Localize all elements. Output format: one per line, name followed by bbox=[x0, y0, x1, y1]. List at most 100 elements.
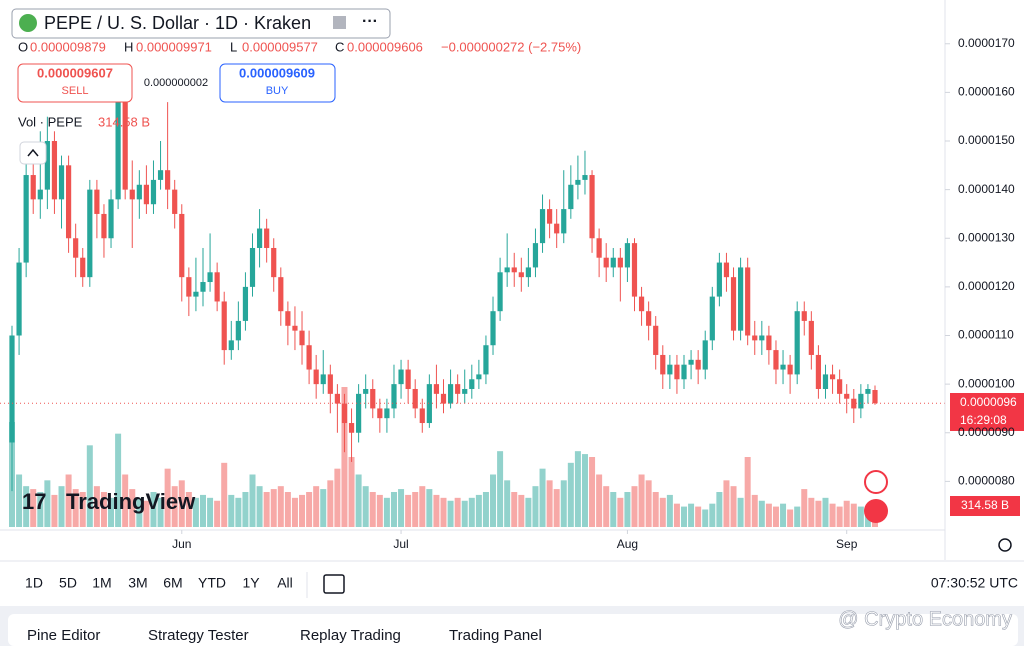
candle-body bbox=[433, 384, 440, 394]
settings-icon[interactable] bbox=[998, 538, 1012, 552]
x-tick-label: Jun bbox=[172, 537, 191, 551]
flag-icon[interactable] bbox=[864, 499, 888, 523]
volume-bar bbox=[772, 506, 779, 527]
candle-body bbox=[313, 369, 319, 385]
candle-body bbox=[525, 267, 531, 278]
volume-bar bbox=[376, 494, 383, 527]
flag-icon[interactable] bbox=[333, 16, 346, 29]
candle-body bbox=[278, 277, 284, 312]
volume-bar bbox=[398, 489, 405, 527]
range-button[interactable]: YTD bbox=[198, 575, 226, 591]
candle-body bbox=[858, 393, 864, 409]
volume-bar bbox=[695, 506, 702, 527]
symbol-title[interactable]: PEPE / U. S. Dollar · 1D · Kraken bbox=[44, 13, 311, 33]
candle-body bbox=[30, 175, 36, 200]
candle-body bbox=[596, 238, 602, 258]
range-button[interactable]: 1D bbox=[25, 575, 43, 591]
volume-bar bbox=[567, 462, 574, 527]
candle-body bbox=[547, 209, 553, 224]
volume-tag bbox=[950, 496, 1020, 516]
volume-bar bbox=[86, 445, 93, 527]
tabs-bar bbox=[8, 614, 1018, 646]
volume-bar bbox=[815, 500, 822, 527]
volume-bar bbox=[37, 492, 44, 527]
range-button[interactable]: 1M bbox=[92, 575, 111, 591]
ohlc-row: O 0.000009879 H 0.000009971 L 0.00000957… bbox=[18, 39, 581, 54]
candle-body bbox=[65, 165, 72, 239]
volume-bar bbox=[780, 503, 787, 527]
date-range-icon[interactable] bbox=[323, 574, 345, 594]
candle-body bbox=[306, 345, 312, 370]
range-button[interactable]: 6M bbox=[163, 575, 182, 591]
candle-body bbox=[589, 175, 595, 239]
volume-bar bbox=[857, 506, 864, 527]
range-button[interactable]: 3M bbox=[128, 575, 147, 591]
candle-body bbox=[356, 393, 362, 433]
buy-button[interactable] bbox=[219, 63, 336, 103]
candle-body bbox=[653, 325, 659, 355]
volume-bar bbox=[596, 474, 603, 527]
logo-mark: 17 bbox=[22, 489, 46, 514]
range-button[interactable]: 1Y bbox=[242, 575, 260, 591]
collapse-button[interactable] bbox=[19, 141, 47, 165]
volume-bar bbox=[263, 492, 270, 527]
alert-icon[interactable] bbox=[864, 470, 888, 494]
tab[interactable]: Strategy Tester bbox=[148, 627, 249, 644]
volume-bar bbox=[199, 494, 206, 527]
candle-body bbox=[172, 189, 178, 214]
volume-bar bbox=[454, 497, 461, 527]
symbol-box[interactable] bbox=[11, 8, 391, 39]
candle-body bbox=[815, 354, 822, 389]
volume-bar bbox=[801, 489, 808, 527]
candle-body bbox=[511, 267, 517, 273]
x-tick-label: Aug bbox=[617, 537, 638, 551]
tab[interactable]: Pine Editor bbox=[27, 627, 100, 644]
volume-bar bbox=[681, 506, 688, 527]
volume-bar bbox=[16, 474, 23, 527]
more-icon[interactable]: ··· bbox=[362, 13, 378, 30]
candle-body bbox=[264, 228, 270, 248]
x-tick-label: Sep bbox=[836, 537, 858, 551]
volume-bar bbox=[348, 457, 355, 527]
ohlc-key: H bbox=[124, 39, 133, 54]
volume-bar bbox=[737, 497, 744, 527]
candle-body bbox=[667, 364, 673, 375]
volume-bar bbox=[44, 480, 51, 527]
volume-bar bbox=[355, 474, 362, 527]
candle-body bbox=[80, 257, 86, 278]
tab[interactable]: Replay Trading bbox=[300, 627, 401, 644]
range-button[interactable]: 5D bbox=[59, 575, 77, 591]
candle-body bbox=[518, 272, 524, 278]
volume-bar bbox=[638, 474, 645, 527]
sell-button[interactable] bbox=[17, 63, 133, 103]
candle-body bbox=[660, 354, 666, 375]
candle-body bbox=[794, 311, 800, 375]
candle-body bbox=[554, 223, 560, 234]
candle-body bbox=[384, 408, 390, 419]
volume-bar bbox=[299, 494, 306, 527]
y-tick-label: 0.0000120 bbox=[958, 279, 1015, 293]
volume-bar bbox=[72, 489, 79, 527]
volume-bar bbox=[525, 497, 532, 527]
volume-bar bbox=[136, 497, 143, 527]
volume-bar bbox=[369, 492, 376, 527]
volume-bar bbox=[702, 509, 709, 527]
volume-bar bbox=[129, 489, 136, 527]
volume-bar bbox=[822, 497, 829, 527]
tab[interactable]: Trading Panel bbox=[449, 627, 542, 644]
volume-bar bbox=[645, 480, 652, 527]
candle-body bbox=[341, 403, 348, 424]
y-tick-label: 0.0000170 bbox=[958, 36, 1015, 50]
candle-body bbox=[462, 388, 468, 394]
volume-bar bbox=[624, 492, 631, 527]
volume-bar bbox=[468, 497, 475, 527]
candle-body bbox=[193, 291, 199, 297]
candle-body bbox=[504, 267, 510, 273]
candle-body bbox=[377, 408, 383, 419]
volume-bar bbox=[730, 486, 737, 527]
range-button[interactable]: All bbox=[277, 575, 293, 591]
volume-legend-value: 314.58 B bbox=[98, 114, 150, 129]
candle-body bbox=[363, 388, 369, 394]
candle-body bbox=[108, 199, 114, 239]
